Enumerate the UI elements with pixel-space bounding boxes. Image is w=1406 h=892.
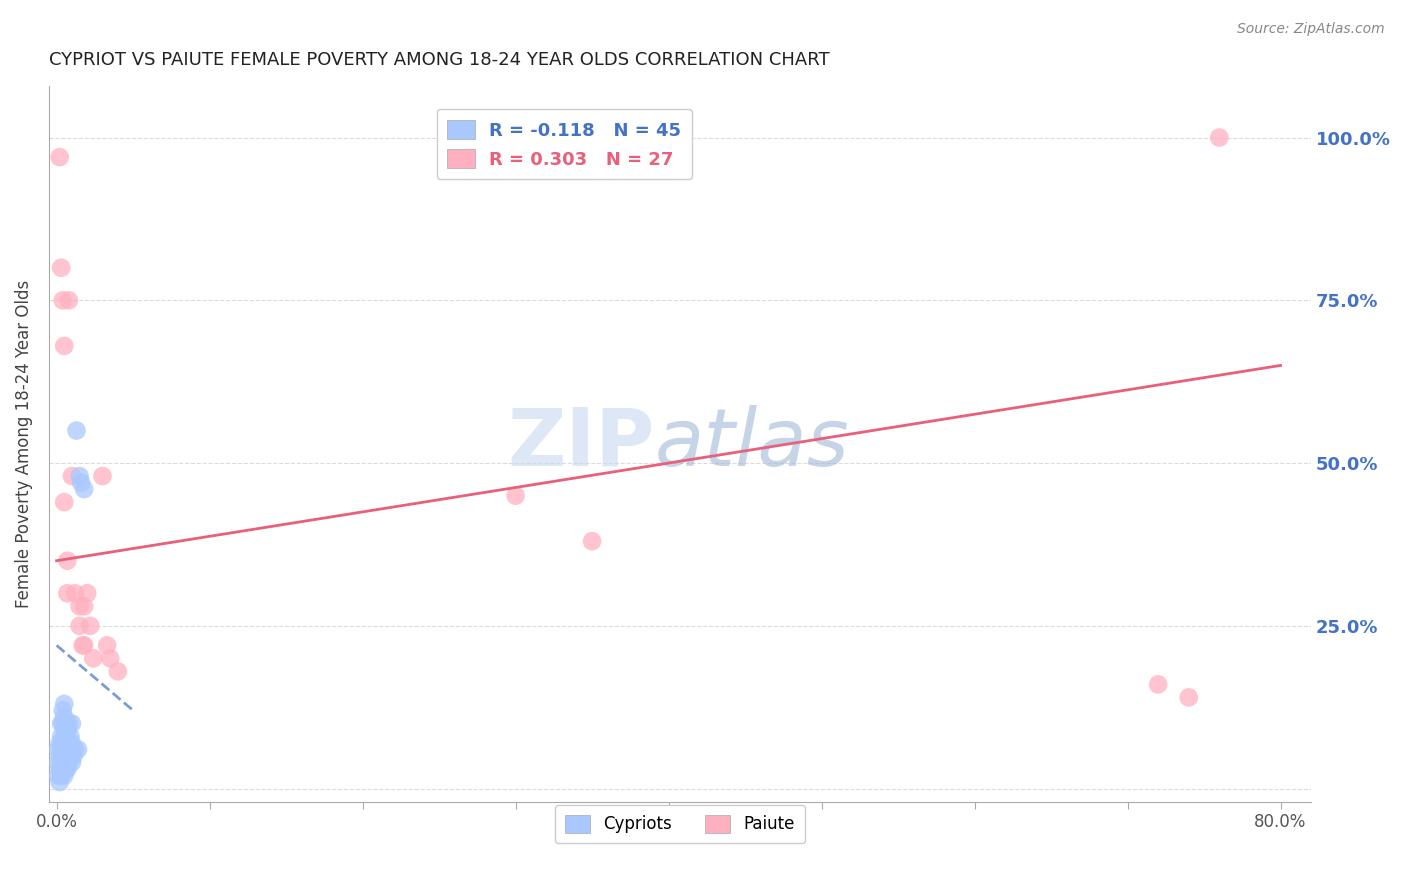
- Point: [56, 762, 79, 776]
- Point: [55, 762, 77, 776]
- Point: [58, 293, 80, 308]
- Point: [1177, 690, 1199, 705]
- Point: [46, 768, 69, 782]
- Point: [53, 339, 76, 353]
- Point: [51, 768, 73, 782]
- Point: [46, 756, 69, 770]
- Point: [91, 469, 114, 483]
- Point: [76, 586, 98, 600]
- Point: [60, 469, 83, 483]
- Y-axis label: Female Poverty Among 18-24 Year Olds: Female Poverty Among 18-24 Year Olds: [15, 279, 32, 607]
- Legend: Cypriots, Paiute: Cypriots, Paiute: [555, 805, 806, 843]
- Point: [505, 489, 527, 503]
- Point: [53, 697, 76, 711]
- Point: [107, 665, 129, 679]
- Point: [51, 716, 73, 731]
- Point: [59, 749, 82, 764]
- Point: [51, 730, 73, 744]
- Point: [48, 762, 70, 776]
- Point: [58, 736, 80, 750]
- Point: [51, 260, 73, 275]
- Point: [69, 599, 91, 614]
- Point: [53, 768, 76, 782]
- Point: [48, 775, 70, 789]
- Point: [55, 749, 77, 764]
- Point: [53, 730, 76, 744]
- Point: [98, 651, 121, 665]
- Text: atlas: atlas: [655, 405, 849, 483]
- Point: [63, 742, 86, 756]
- Point: [53, 756, 76, 770]
- Point: [72, 638, 94, 652]
- Point: [79, 619, 101, 633]
- Point: [52, 749, 75, 764]
- Point: [581, 534, 603, 549]
- Point: [73, 482, 96, 496]
- Text: Source: ZipAtlas.com: Source: ZipAtlas.com: [1237, 22, 1385, 37]
- Point: [73, 638, 96, 652]
- Point: [70, 475, 93, 490]
- Point: [48, 749, 70, 764]
- Point: [69, 469, 91, 483]
- Point: [60, 716, 83, 731]
- Point: [56, 723, 79, 737]
- Point: [46, 742, 69, 756]
- Point: [73, 599, 96, 614]
- Point: [52, 762, 75, 776]
- Point: [52, 293, 75, 308]
- Point: [96, 638, 118, 652]
- Point: [52, 736, 75, 750]
- Text: ZIP: ZIP: [508, 405, 655, 483]
- Point: [51, 756, 73, 770]
- Point: [52, 703, 75, 717]
- Text: CYPRIOT VS PAIUTE FEMALE POVERTY AMONG 18-24 YEAR OLDS CORRELATION CHART: CYPRIOT VS PAIUTE FEMALE POVERTY AMONG 1…: [49, 51, 830, 69]
- Point: [56, 586, 79, 600]
- Point: [59, 730, 82, 744]
- Point: [82, 651, 104, 665]
- Point: [56, 742, 79, 756]
- Point: [62, 749, 84, 764]
- Point: [1208, 130, 1230, 145]
- Point: [60, 736, 83, 750]
- Point: [48, 736, 70, 750]
- Point: [67, 742, 90, 756]
- Point: [69, 619, 91, 633]
- Point: [58, 716, 80, 731]
- Point: [65, 424, 87, 438]
- Point: [52, 716, 75, 731]
- Point: [53, 710, 76, 724]
- Point: [56, 554, 79, 568]
- Point: [53, 495, 76, 509]
- Point: [63, 586, 86, 600]
- Point: [51, 742, 73, 756]
- Point: [55, 730, 77, 744]
- Point: [55, 716, 77, 731]
- Point: [53, 742, 76, 756]
- Point: [1147, 677, 1170, 691]
- Point: [48, 150, 70, 164]
- Point: [58, 756, 80, 770]
- Point: [60, 756, 83, 770]
